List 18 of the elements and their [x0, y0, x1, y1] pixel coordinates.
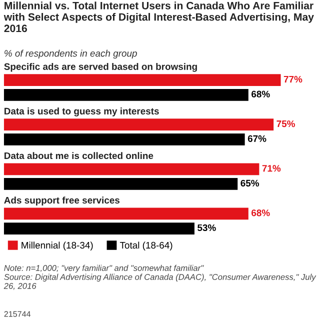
- chart-title: Millennial vs. Total Internet Users in Canada Who Are Familiar with Select Aspects of Digital Interest-Based Advertising, May 2016: [4, 2, 314, 32]
- y-tick-label: Data is used to guess my interests: [4, 108, 159, 116]
- data-label: 77%: [284, 76, 302, 83]
- data-label: 65%: [240, 180, 260, 187]
- text: Note: n=1,000; "very familiar" and "somewhat familiar" Source: Digital Advertising Alliance of Canada (DAAC), "Consumer Awareness," July 26, 2016: [4, 264, 316, 290]
- data-label: 71%: [262, 165, 281, 172]
- y-tick-label: Ads support free services: [4, 196, 120, 206]
- legend-label: Millennial (18-34): [22, 242, 93, 250]
- data-label: 68%: [252, 210, 270, 216]
- data-label: 53%: [198, 224, 216, 232]
- chart-subtitle: % of respondents in each group: [4, 50, 137, 59]
- data-label: 75%: [276, 120, 295, 128]
- legend-label: Total (18-64): [120, 242, 172, 250]
- text: 215744: [4, 311, 31, 317]
- data-label: 67%: [248, 135, 266, 142]
- data-label: 68%: [252, 90, 270, 98]
- y-tick-label: Data about me is collected online: [4, 152, 154, 160]
- y-tick-label: Specific ads are served based on browsing: [4, 63, 197, 72]
